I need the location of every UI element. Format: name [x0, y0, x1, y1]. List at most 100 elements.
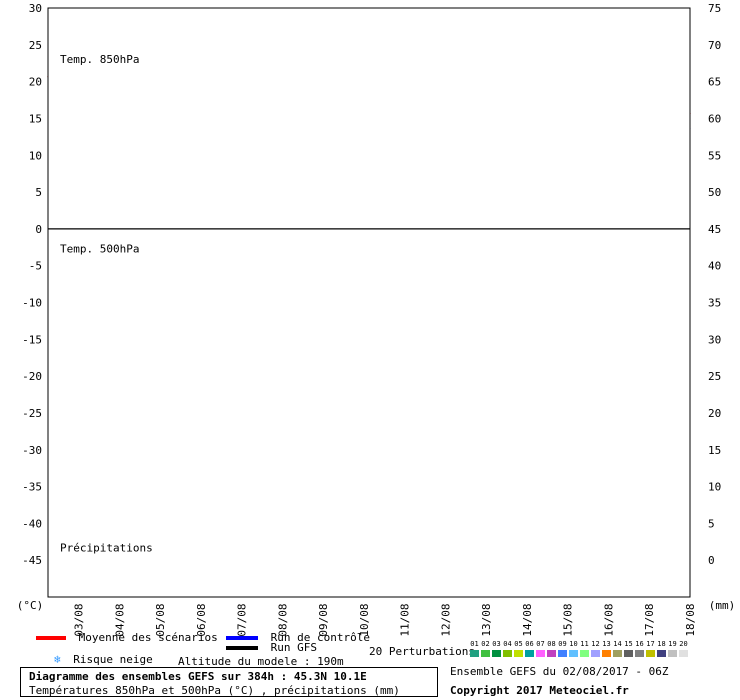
perturbation-number: 10 [569, 640, 578, 648]
panel-label: Temp. 850hPa [60, 53, 139, 66]
left-tick-label: 25 [29, 39, 42, 52]
perturbations-label: 20 Perturbations [369, 645, 475, 658]
left-tick-label: 20 [29, 76, 42, 89]
perturbation-number: 04 [503, 640, 512, 648]
legend-gfs: Run GFS [226, 641, 317, 654]
chart-subtitle: Températures 850hPa et 500hPa (°C) , pré… [29, 684, 400, 697]
x-tick-label: 09/08 [317, 603, 330, 636]
right-tick-label: 25 [708, 370, 721, 383]
x-tick-label: 15/08 [562, 603, 575, 636]
perturbation-swatch [635, 650, 644, 657]
legend-control-label: Run de contrôle [270, 631, 370, 644]
x-tick-label: 13/08 [480, 603, 493, 636]
perturbation-swatch [503, 650, 512, 657]
panel-label: Précipitations [60, 541, 153, 554]
x-tick-label: 07/08 [236, 603, 249, 636]
perturbation-number: 01 [470, 640, 479, 648]
perturbation-swatch [602, 650, 611, 657]
perturbation-swatches: 01 02 03 04 05 06 07 08 09 10 11 12 13 14 15 16 17 18 19 20 [469, 640, 691, 660]
perturbation-number: 06 [525, 640, 534, 648]
right-tick-label: 5 [708, 517, 715, 530]
right-tick-label: 10 [708, 481, 721, 494]
left-axis-unit: (°C) [17, 599, 44, 612]
panel-label: Temp. 500hPa [60, 242, 139, 255]
left-tick-label: -15 [22, 333, 42, 346]
x-tick-label: 06/08 [195, 603, 208, 636]
right-tick-label: 40 [708, 260, 721, 273]
right-tick-label: 70 [708, 39, 721, 52]
snowflake-icon: ❄ [54, 653, 61, 666]
title-box: Diagramme des ensembles GEFS sur 384h : … [20, 667, 438, 697]
x-tick-label: 03/08 [73, 603, 86, 636]
x-tick-label: 05/08 [154, 603, 167, 636]
left-tick-label: -30 [22, 444, 42, 457]
perturbation-number: 13 [602, 640, 611, 648]
control-swatch [226, 636, 258, 640]
perturbation-swatch [492, 650, 501, 657]
legend-control: Run de contrôle [226, 631, 370, 644]
perturbation-swatch [624, 650, 633, 657]
perturbation-swatch [470, 650, 479, 657]
perturbation-number: 17 [646, 640, 655, 648]
left-tick-label: 0 [35, 223, 42, 236]
legend-gfs-label: Run GFS [270, 641, 317, 654]
right-tick-label: 20 [708, 407, 721, 420]
x-tick-label: 11/08 [399, 603, 412, 636]
right-tick-label: 0 [708, 554, 715, 567]
x-tick-label: 16/08 [602, 603, 615, 636]
x-tick-label: 04/08 [113, 603, 126, 636]
perturbation-swatch [668, 650, 677, 657]
ensemble-info: Ensemble GEFS du 02/08/2017 - 06Z [450, 665, 669, 678]
left-tick-label: -35 [22, 481, 42, 494]
right-tick-label: 60 [708, 112, 721, 125]
perturbation-swatch [613, 650, 622, 657]
left-tick-label: -45 [22, 554, 42, 567]
right-tick-label: 75 [708, 2, 721, 15]
legend-mean: Moyenne des scénarios [36, 631, 218, 644]
left-tick-label: -40 [22, 517, 42, 530]
left-tick-label: 5 [35, 186, 42, 199]
perturbation-number: 03 [492, 640, 501, 648]
x-tick-label: 17/08 [643, 603, 656, 636]
right-tick-label: 15 [708, 444, 721, 457]
perturbation-swatch [591, 650, 600, 657]
right-tick-label: 50 [708, 186, 721, 199]
perturbation-number: 11 [580, 640, 589, 648]
right-tick-label: 45 [708, 223, 721, 236]
left-tick-label: -25 [22, 407, 42, 420]
perturbation-swatch [525, 650, 534, 657]
axes [47, 7, 691, 598]
perturbation-number: 16 [635, 640, 644, 648]
perturbation-swatch [481, 650, 490, 657]
x-tick-label: 08/08 [276, 603, 289, 636]
perturbation-number: 12 [591, 640, 600, 648]
x-tick-label: 14/08 [521, 603, 534, 636]
altitude-label: Altitude du modele : 190m [178, 655, 344, 668]
perturbation-swatch [547, 650, 556, 657]
left-tick-label: -5 [29, 260, 42, 273]
perturbation-number: 09 [558, 640, 567, 648]
copyright: Copyright 2017 Meteociel.fr [450, 684, 629, 697]
perturbation-swatch [657, 650, 666, 657]
x-tick-label: 10/08 [358, 603, 371, 636]
x-tick-label: 18/08 [684, 603, 697, 636]
perturbation-swatch [679, 650, 688, 657]
legend-snow-label: Risque neige [73, 653, 153, 666]
perturbation-swatch [569, 650, 578, 657]
gfs-swatch [226, 646, 258, 650]
perturbation-swatch [536, 650, 545, 657]
perturbation-number: 15 [624, 640, 633, 648]
legend-snow: ❄ Risque neige [54, 653, 153, 666]
perturbation-swatch [558, 650, 567, 657]
perturbation-number: 18 [657, 640, 666, 648]
perturbation-number: 14 [613, 640, 622, 648]
right-tick-label: 55 [708, 149, 721, 162]
perturbation-number: 19 [668, 640, 677, 648]
perturbation-number: 08 [547, 640, 556, 648]
left-tick-label: 10 [29, 149, 42, 162]
left-tick-label: -10 [22, 297, 42, 310]
left-tick-label: 30 [29, 2, 42, 15]
right-tick-label: 65 [708, 76, 721, 89]
